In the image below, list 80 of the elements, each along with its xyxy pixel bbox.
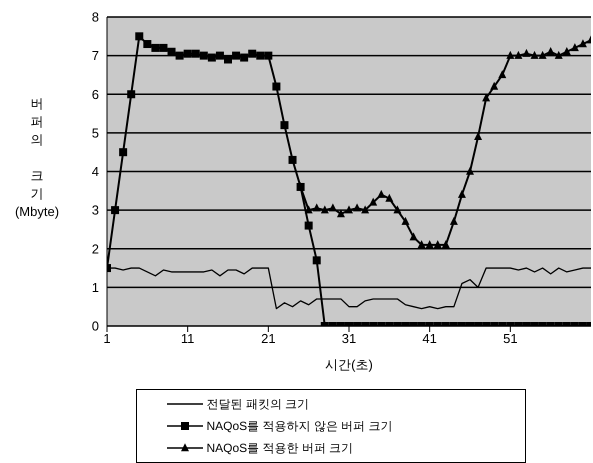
- point: [272, 82, 280, 91]
- y-tick-label: 7: [92, 48, 99, 64]
- y-tick-label: 0: [92, 318, 99, 334]
- point: [184, 50, 192, 58]
- x-tick-label: 21: [261, 331, 276, 346]
- point: [546, 46, 555, 55]
- point: [578, 39, 587, 48]
- point: [256, 52, 264, 60]
- point: [216, 52, 224, 60]
- legend-label: NAQoS를 적용한 버퍼 크기: [206, 440, 354, 456]
- point: [385, 194, 394, 202]
- point: [151, 44, 160, 52]
- point: [361, 205, 370, 214]
- y-tick-label: 1: [92, 280, 99, 295]
- y-tick-label: 2: [92, 241, 99, 256]
- point: [224, 55, 232, 64]
- point: [336, 209, 345, 218]
- point: [312, 256, 321, 264]
- point: [418, 240, 426, 248]
- y-tick-label: 6: [92, 86, 99, 102]
- point: [168, 48, 176, 56]
- text: 버퍼의 크기(Mbyte): [14, 96, 60, 219]
- point: [200, 52, 208, 60]
- point: [530, 50, 539, 59]
- point: [328, 203, 337, 212]
- point: [442, 240, 450, 248]
- legend-label: NAQoS를 적용하지 않은 버퍼 크기: [206, 418, 393, 434]
- point: [538, 50, 547, 59]
- point: [466, 166, 474, 175]
- point: [410, 232, 418, 240]
- point: [159, 44, 168, 52]
- point: [208, 54, 216, 62]
- x-tick-label: 1: [103, 331, 111, 346]
- point: [458, 190, 466, 198]
- y-tick-label: 3: [92, 202, 99, 218]
- point: [522, 48, 530, 57]
- point: [288, 156, 297, 164]
- point: [119, 148, 128, 156]
- point: [401, 216, 410, 225]
- y-tick-label: 8: [92, 10, 99, 25]
- point: [280, 121, 288, 130]
- point: [143, 40, 152, 48]
- point: [248, 50, 256, 58]
- point: [304, 222, 313, 230]
- point: [482, 93, 490, 102]
- point: [474, 132, 482, 140]
- x-tick-label: 51: [503, 331, 518, 346]
- point: [554, 50, 563, 59]
- point: [320, 205, 329, 214]
- point: [353, 203, 362, 212]
- point: [514, 50, 522, 59]
- point: [111, 206, 120, 214]
- point: [264, 52, 272, 60]
- x-tick-label: 41: [422, 331, 437, 346]
- point: [498, 70, 506, 78]
- point: [426, 240, 434, 248]
- point: [393, 205, 402, 214]
- point: [450, 216, 458, 225]
- point: [192, 50, 200, 58]
- point: [562, 46, 571, 55]
- point: [377, 190, 386, 198]
- point: [434, 240, 442, 248]
- point: [240, 54, 248, 62]
- y-tick-label: 4: [92, 164, 99, 180]
- point: [506, 50, 514, 59]
- point: [312, 203, 321, 212]
- point: [490, 82, 498, 90]
- legend-label: 전달된 패킷의 크기: [206, 396, 310, 412]
- point: [304, 205, 313, 214]
- point: [369, 198, 378, 206]
- x-tick-label: 11: [180, 331, 194, 346]
- point: [345, 205, 353, 214]
- point: [570, 43, 579, 52]
- point: [176, 52, 184, 60]
- point: [135, 32, 144, 40]
- y-tick-label: 5: [92, 125, 99, 140]
- x-tick-label: 31: [342, 331, 356, 346]
- point: [127, 90, 136, 98]
- x-axis-title: 시간(초): [325, 357, 373, 372]
- point: [232, 52, 240, 60]
